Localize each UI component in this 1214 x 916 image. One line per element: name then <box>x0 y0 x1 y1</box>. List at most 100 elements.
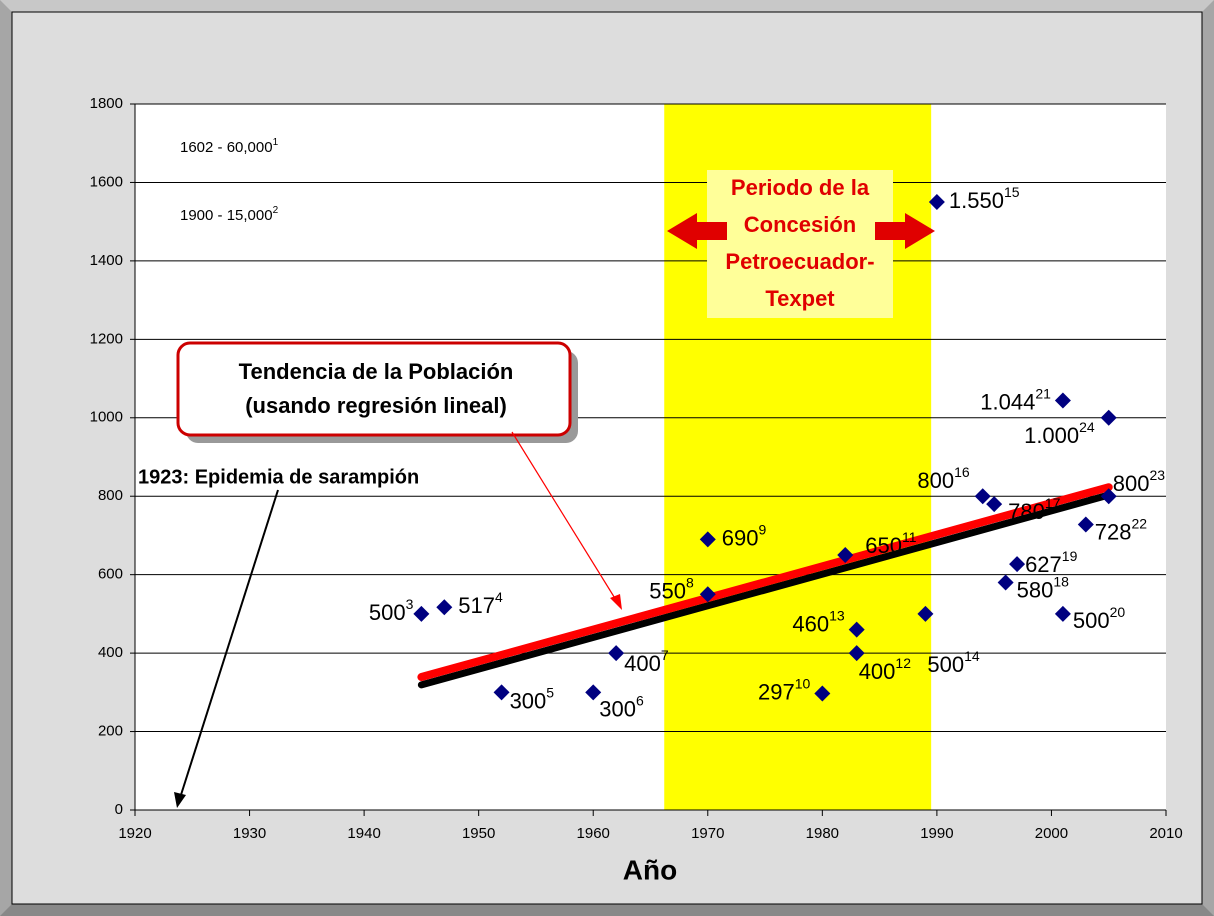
data-label: 3005 <box>510 684 555 713</box>
plot-area <box>135 104 1166 810</box>
population-note-text: 1900 - 15,000 <box>180 207 273 224</box>
data-label-value: 1.550 <box>949 188 1004 213</box>
data-label: 40012 <box>859 655 912 684</box>
data-point <box>837 547 854 564</box>
data-label: 1.00024 <box>1024 418 1095 447</box>
data-label-note: 11 <box>902 529 917 545</box>
frame-bevel <box>0 904 1214 916</box>
x-axis-title: Año <box>623 854 677 885</box>
data-label-value: 300 <box>510 688 547 713</box>
data-point <box>1077 516 1094 533</box>
trend-arrowhead <box>610 594 622 610</box>
data-label-note: 15 <box>1004 184 1020 200</box>
data-label-note: 8 <box>686 574 694 590</box>
data-label: 5003 <box>369 596 414 625</box>
population-note: 1602 - 60,0001 <box>180 137 279 156</box>
data-label: 80023 <box>1113 467 1166 496</box>
data-point <box>436 599 453 616</box>
period-label: Periodo de la <box>731 175 870 200</box>
data-label: 62719 <box>1025 548 1078 577</box>
y-tick-label: 1800 <box>90 95 123 112</box>
data-label-value: 580 <box>1017 577 1054 602</box>
period-label: Petroecuador- <box>725 249 874 274</box>
data-point <box>1054 392 1071 409</box>
trend-label: (usando regresión lineal) <box>245 393 507 418</box>
data-label-value: 500 <box>369 600 406 625</box>
data-label-note: 6 <box>636 692 644 708</box>
data-label-value: 800 <box>1113 471 1150 496</box>
data-label-value: 297 <box>758 679 795 704</box>
y-tick-label: 200 <box>98 723 123 740</box>
data-label-note: 23 <box>1149 467 1165 483</box>
y-tick-label: 1200 <box>90 330 123 347</box>
data-label-value: 460 <box>792 611 829 636</box>
data-point <box>917 605 934 622</box>
y-tick-label: 600 <box>98 566 123 583</box>
data-label-note: 10 <box>795 675 811 691</box>
data-label-value: 728 <box>1095 519 1132 544</box>
data-label-value: 500 <box>1073 608 1110 633</box>
data-label: 50020 <box>1073 604 1126 633</box>
data-label-value: 780 <box>1008 499 1045 524</box>
data-label-note: 9 <box>758 521 766 537</box>
x-tick-label: 2000 <box>1035 825 1068 842</box>
data-label-value: 627 <box>1025 552 1062 577</box>
data-label: 50014 <box>927 648 980 677</box>
data-label-note: 20 <box>1110 604 1126 620</box>
data-point <box>413 605 430 622</box>
data-point <box>997 574 1014 591</box>
data-label-note: 12 <box>895 655 911 671</box>
trend-line <box>417 483 1113 682</box>
data-label: 6909 <box>722 521 767 550</box>
data-label-note: 21 <box>1035 385 1051 401</box>
epidemic-label: 1923: Epidemia de sarampión <box>138 466 419 488</box>
period-label: Concesión <box>744 212 856 237</box>
data-label-note: 16 <box>954 464 970 480</box>
data-label-value: 690 <box>722 525 759 550</box>
data-label: 80016 <box>917 464 970 493</box>
data-label: 3006 <box>599 692 644 721</box>
trend-line <box>417 491 1113 689</box>
epidemic-arrow <box>179 489 279 799</box>
data-label-note: 5 <box>546 684 554 700</box>
epidemic-arrowhead <box>174 792 186 808</box>
x-tick-label: 2010 <box>1149 825 1182 842</box>
data-label-note: 4 <box>495 589 503 605</box>
data-label-note: 24 <box>1079 418 1095 434</box>
data-label-value: 650 <box>865 533 902 558</box>
data-label-note: 22 <box>1132 515 1148 531</box>
population-note-ref: 2 <box>273 205 279 216</box>
y-tick-label: 400 <box>98 644 123 661</box>
data-point <box>585 684 602 701</box>
data-point <box>848 621 865 638</box>
y-tick-label: 800 <box>98 487 123 504</box>
population-note-text: 1602 - 60,000 <box>180 139 273 156</box>
data-point <box>608 645 625 662</box>
data-label: 65011 <box>865 529 916 558</box>
data-label-value: 300 <box>599 696 636 721</box>
period-box <box>707 170 893 318</box>
data-label-note: 13 <box>829 607 845 623</box>
y-tick-label: 1600 <box>90 173 123 190</box>
x-tick-label: 1960 <box>577 825 610 842</box>
x-tick-label: 1930 <box>233 825 266 842</box>
data-label-note: 7 <box>661 647 669 663</box>
data-label-value: 400 <box>624 651 661 676</box>
data-label: 1.04421 <box>980 385 1051 414</box>
data-label-note: 18 <box>1053 573 1069 589</box>
trend-arrow <box>511 431 617 601</box>
x-tick-label: 1940 <box>347 825 380 842</box>
data-point <box>928 194 945 211</box>
data-label-value: 517 <box>458 593 495 618</box>
data-label: 4007 <box>624 647 669 676</box>
arrow-right <box>875 213 935 249</box>
x-tick-label: 1980 <box>806 825 839 842</box>
frame-bevel <box>0 0 1214 12</box>
y-tick-label: 1000 <box>90 409 123 426</box>
x-tick-label: 1950 <box>462 825 495 842</box>
data-point <box>814 685 831 702</box>
data-label: 1.55015 <box>949 184 1020 213</box>
data-label: 46013 <box>792 607 845 636</box>
data-label-note: 17 <box>1045 495 1061 511</box>
data-point <box>986 496 1003 513</box>
